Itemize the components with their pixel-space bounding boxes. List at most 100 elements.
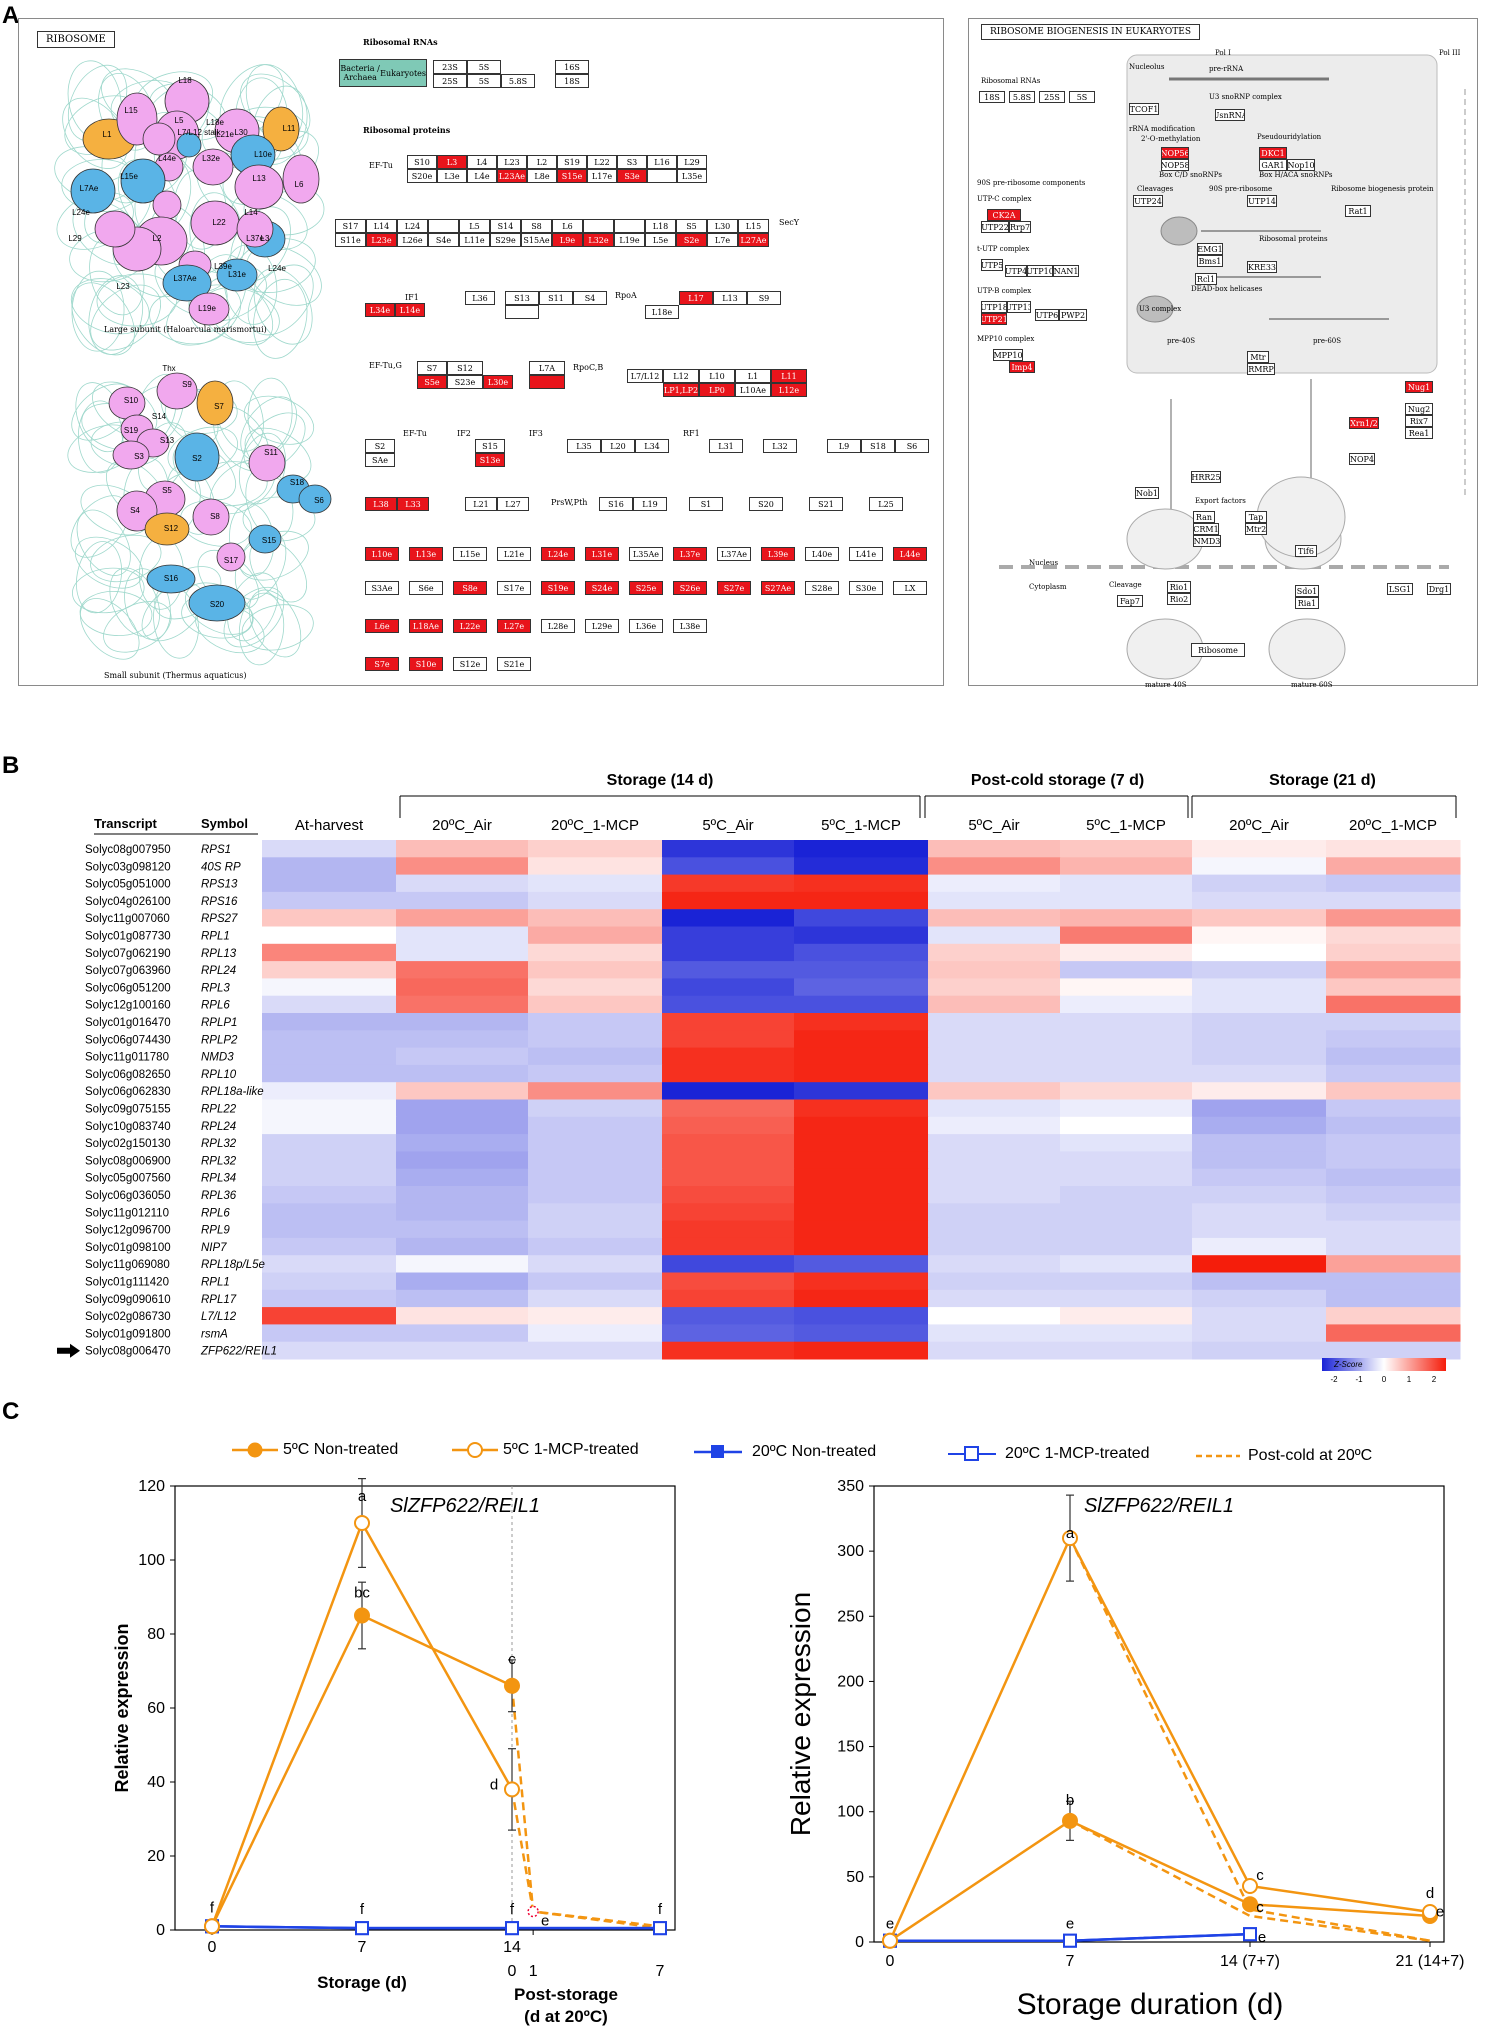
heatmap-panel: Storage (14 d) Post-cold storage (7 d) S…: [0, 760, 1486, 1400]
protein-box: L28e: [541, 619, 575, 633]
heatmap-cell: [794, 1151, 929, 1170]
protein-box: S30e: [849, 581, 883, 595]
legend-20c-mcp-treated: 20ºC 1-MCP-treated: [1005, 1445, 1150, 1462]
large-subunit-protein-label: L23: [116, 282, 130, 291]
heatmap-column-label: 5ºC_Air: [702, 817, 753, 834]
biogenesis-box: UTP24: [1133, 195, 1163, 207]
significance-letter: e: [886, 1916, 894, 1933]
protein-box: L38e: [673, 619, 707, 633]
biogenesis-box: UsnRNA: [1215, 109, 1245, 121]
gene-symbol: RPL3: [201, 982, 230, 994]
small-subunit-protein-label: S19: [124, 426, 139, 435]
heatmap-cell: [794, 891, 929, 910]
heatmap-cell: [662, 857, 795, 876]
protein-box: L5e: [645, 233, 676, 247]
protein-box: SAe: [365, 453, 395, 467]
protein-box: L7e: [707, 233, 738, 247]
ribosomal-protein-blob: [236, 210, 274, 248]
rrna-box: 23S: [433, 60, 467, 74]
rrna-strand: [109, 567, 161, 637]
protein-box: S24e: [585, 581, 619, 595]
plot-frame: [174, 1485, 676, 1931]
y-tick-label: 0: [156, 1922, 165, 1939]
ribosomal-protein-blob: [144, 512, 190, 546]
panel-c-label: C: [2, 1398, 20, 1425]
ribosomal-protein-blob: [70, 168, 116, 214]
heatmap-cell: [794, 1134, 929, 1152]
rrna-strand: [243, 412, 306, 472]
biogenesis-label: mature 60S: [1291, 681, 1333, 689]
biogenesis-label: MPP10 complex: [977, 335, 1035, 343]
heatmap-cell: [662, 1220, 795, 1239]
gene-symbol: RPLP2: [201, 1034, 238, 1046]
biogenesis-box: Nug2: [1405, 403, 1433, 415]
data-point: [1063, 1933, 1077, 1948]
significance-letter: d: [1426, 1885, 1434, 1902]
heatmap-cell: [794, 1099, 929, 1118]
heatmap-cell: [662, 1186, 795, 1204]
heatmap-cell: [1192, 1324, 1327, 1343]
rrna-strand: [247, 264, 314, 336]
heatmap-cell: [794, 1082, 929, 1100]
series-line: [211, 1925, 660, 1930]
heatmap-cell: [396, 1116, 529, 1135]
biogenesis-label: Box H/ACA snoRNPs: [1259, 171, 1333, 179]
small-subunit-caption: Small subunit (Thermus aquaticus): [104, 671, 247, 680]
subunit-shape: [1268, 618, 1346, 680]
protein-box: L10Ae: [735, 383, 771, 397]
heatmap-cell: [1326, 926, 1461, 945]
gene-symbol: RPL34: [201, 1173, 236, 1185]
significance-letter: f: [360, 1901, 365, 1918]
heatmap-cell: [928, 1030, 1061, 1049]
significance-letter: f: [658, 1901, 663, 1918]
legend-marker-20c-non-treated: [711, 1445, 724, 1458]
heatmap-cell: [1192, 1151, 1327, 1170]
heatmap-cell: [396, 1272, 529, 1291]
rf1-label: RF1: [683, 429, 700, 438]
protein-box: S15Ae: [521, 233, 552, 247]
gene-symbol: ZFP622/REIL1: [200, 1346, 277, 1358]
heatmap-cell: [1326, 961, 1461, 979]
heatmap-column-label: 20ºC_1-MCP: [1349, 817, 1437, 834]
line-chart-legend: [232, 1442, 1240, 1461]
protein-box: L19e: [614, 233, 645, 247]
gene-symbol: RPS13: [201, 879, 238, 891]
heatmap-cell: [528, 1168, 663, 1187]
heatmap-cell: [396, 1064, 529, 1083]
heatmap-cell: [794, 1064, 929, 1083]
heatmap-cell: [662, 961, 795, 979]
heatmap-cell: [928, 961, 1061, 979]
heatmap-cell: [262, 1151, 397, 1170]
protein-box: [428, 219, 459, 233]
biogenesis-box: NOP58: [1161, 159, 1189, 171]
heatmap-cell: [1326, 874, 1461, 893]
biogenesis-box: Rrp7: [1009, 221, 1031, 233]
protein-box: L12: [663, 369, 699, 383]
small-subunit-protein-label: S11: [264, 448, 278, 457]
heatmap-cell: [1192, 1134, 1327, 1152]
taxa-legend: Bacteria / Archaea Eukaryotes: [339, 59, 427, 87]
heatmap-cell: [1060, 874, 1193, 893]
ribosomal-protein-blob: [298, 484, 332, 514]
large-subunit-protein-label: L14: [244, 208, 258, 217]
heatmap-cell: [1326, 1168, 1461, 1187]
biogenesis-box: RMRP: [1247, 363, 1275, 375]
gene-symbol: RPL13: [201, 948, 237, 960]
biogenesis-label: UTP-B complex: [977, 287, 1032, 295]
ef-tu-label: EF-Tu: [369, 161, 393, 170]
biogenesis-label: Pol III: [1439, 49, 1461, 57]
protein-box: S11: [539, 291, 573, 305]
series-line: [1068, 1537, 1431, 1942]
heatmap-cell: [1192, 1168, 1327, 1187]
significance-letter: bc: [354, 1585, 370, 1602]
protein-box: S7e: [365, 657, 399, 671]
heatmap-cell: [262, 840, 397, 858]
ef-tu-g-label: EF-Tu,G: [369, 361, 402, 370]
biogenesis-box: UTP21: [981, 313, 1007, 325]
data-point: [505, 1921, 519, 1936]
y-tick-label: 80: [147, 1626, 165, 1643]
biogenesis-box: Nug1: [1405, 381, 1433, 393]
gene-symbol: L7/L12: [201, 1311, 237, 1323]
